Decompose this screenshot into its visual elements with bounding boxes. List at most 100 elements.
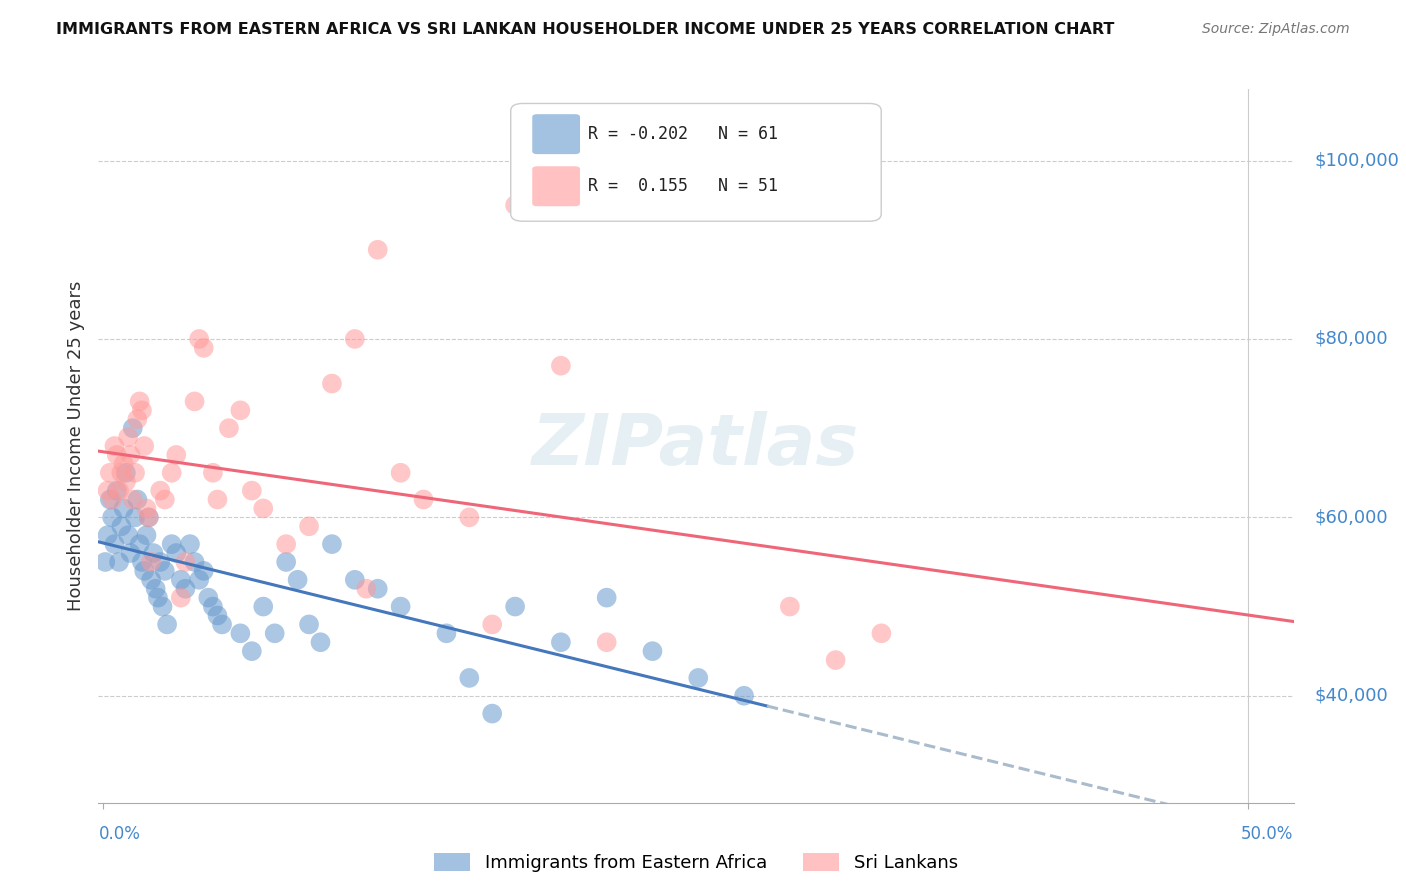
Point [276, 555, 298, 569]
Point [142, 546, 165, 560]
Point [128, 394, 150, 409]
Point [124, 510, 146, 524]
Point [146, 591, 169, 605]
Point [139, 573, 162, 587]
Point [101, 510, 124, 524]
FancyBboxPatch shape [533, 166, 581, 206]
Point [183, 394, 205, 409]
Point [183, 555, 205, 569]
Point [229, 403, 252, 417]
Text: $60,000: $60,000 [1315, 508, 1388, 526]
Text: R =  0.155   N = 51: R = 0.155 N = 51 [588, 178, 779, 195]
Point [160, 466, 183, 480]
Point [343, 332, 366, 346]
Point [193, 341, 215, 355]
Point [503, 599, 526, 614]
Point [193, 564, 215, 578]
Point [121, 492, 143, 507]
Point [481, 706, 503, 721]
Point [98, 466, 121, 480]
Point [298, 617, 321, 632]
Point [108, 555, 131, 569]
Point [174, 555, 197, 569]
Point [112, 457, 135, 471]
Point [595, 635, 617, 649]
Point [110, 519, 132, 533]
Point [252, 501, 274, 516]
Point [135, 528, 157, 542]
Point [201, 466, 224, 480]
Point [134, 439, 156, 453]
Point [156, 617, 179, 632]
Point [153, 564, 176, 578]
Point [110, 466, 132, 480]
Point [824, 653, 846, 667]
Point [115, 475, 138, 489]
Point [127, 412, 149, 426]
Point [117, 528, 139, 542]
Point [240, 483, 263, 498]
Text: $40,000: $40,000 [1315, 687, 1388, 705]
Point [112, 501, 135, 516]
Point [120, 448, 142, 462]
Point [108, 483, 131, 498]
Text: $100,000: $100,000 [1315, 152, 1399, 169]
Point [356, 582, 378, 596]
Point [287, 573, 309, 587]
Point [197, 591, 219, 605]
Point [117, 430, 139, 444]
Point [120, 546, 142, 560]
Point [127, 492, 149, 507]
Point [139, 555, 162, 569]
Point [218, 421, 240, 435]
Point [252, 599, 274, 614]
Point [128, 537, 150, 551]
Point [170, 573, 193, 587]
Point [870, 626, 893, 640]
Text: IMMIGRANTS FROM EASTERN AFRICA VS SRI LANKAN HOUSEHOLDER INCOME UNDER 25 YEARS C: IMMIGRANTS FROM EASTERN AFRICA VS SRI LA… [56, 22, 1115, 37]
Point [98, 492, 121, 507]
Point [135, 501, 157, 516]
Point [389, 599, 412, 614]
Point [688, 671, 710, 685]
Point [105, 448, 128, 462]
Text: $80,000: $80,000 [1315, 330, 1388, 348]
Point [174, 582, 197, 596]
Point [207, 492, 229, 507]
Point [367, 582, 389, 596]
Point [211, 617, 233, 632]
Point [458, 671, 481, 685]
Point [550, 359, 572, 373]
Point [779, 599, 801, 614]
Point [153, 492, 176, 507]
Point [207, 608, 229, 623]
Text: 0.0%: 0.0% [98, 825, 141, 843]
Point [240, 644, 263, 658]
Point [94, 555, 117, 569]
Point [343, 573, 366, 587]
Point [309, 635, 332, 649]
Point [124, 466, 146, 480]
Point [458, 510, 481, 524]
Point [367, 243, 389, 257]
Text: Source: ZipAtlas.com: Source: ZipAtlas.com [1202, 22, 1350, 37]
Point [550, 635, 572, 649]
Point [145, 582, 167, 596]
Point [503, 198, 526, 212]
Point [131, 555, 153, 569]
FancyBboxPatch shape [510, 103, 882, 221]
Point [149, 555, 172, 569]
Point [389, 466, 412, 480]
Text: 50.0%: 50.0% [1241, 825, 1294, 843]
Point [641, 644, 664, 658]
Point [481, 617, 503, 632]
Point [103, 537, 125, 551]
Point [121, 421, 143, 435]
Point [138, 510, 160, 524]
Point [160, 537, 183, 551]
Point [298, 519, 321, 533]
Point [97, 483, 120, 498]
Y-axis label: Householder Income Under 25 years: Householder Income Under 25 years [66, 281, 84, 611]
Point [276, 537, 298, 551]
Legend: Immigrants from Eastern Africa, Sri Lankans: Immigrants from Eastern Africa, Sri Lank… [427, 846, 965, 880]
